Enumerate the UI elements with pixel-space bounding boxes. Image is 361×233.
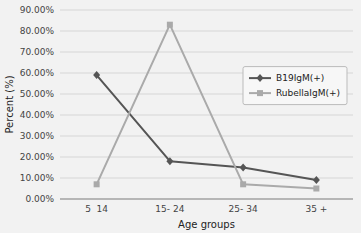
point-marker xyxy=(313,176,320,184)
legend-label: B19IgM(+) xyxy=(276,73,324,83)
chart-container: 0.00% 10.00% 20.00% 30.00% 40.00% 50.00% 60.00… xyxy=(0,0,361,233)
legend-marker xyxy=(257,74,264,82)
legend-box xyxy=(243,67,347,105)
y-tick-label: 30.00% xyxy=(20,131,55,141)
y-tick-label: 80.00% xyxy=(20,26,55,36)
point-marker xyxy=(240,164,247,172)
legend-label: RubellaIgM(+) xyxy=(276,88,340,98)
grid-line xyxy=(60,157,353,158)
point-marker xyxy=(93,71,100,79)
x-tick-label: 5 14 xyxy=(85,204,108,214)
point-marker xyxy=(167,22,173,28)
grid-line xyxy=(60,115,353,116)
y-tick-label: 90.00% xyxy=(20,5,55,15)
y-tick-label: 0.00% xyxy=(25,194,54,204)
point-marker xyxy=(166,157,173,165)
point-marker xyxy=(313,186,319,192)
grid xyxy=(60,10,353,199)
legend: B19IgM(+) RubellaIgM(+) xyxy=(243,67,347,105)
y-tick-label: 70.00% xyxy=(20,47,55,57)
y-tick-label: 20.00% xyxy=(20,152,55,162)
x-axis-label: Age groups xyxy=(178,219,235,230)
axes: 0.00% 10.00% 20.00% 30.00% 40.00% 50.00% 60.00… xyxy=(20,5,353,215)
y-tick-label: 40.00% xyxy=(20,110,55,120)
x-tick-label: 25- 34 xyxy=(229,204,258,214)
grid-line xyxy=(60,52,353,53)
grid-line xyxy=(60,199,353,200)
plot-area xyxy=(93,22,320,192)
legend-marker xyxy=(257,90,263,96)
x-tick-label: 15- 24 xyxy=(155,204,184,214)
y-tick-label: 60.00% xyxy=(20,68,55,78)
y-tick-label: 10.00% xyxy=(20,173,55,183)
y-axis-label: Percent (%) xyxy=(4,75,15,133)
series-line xyxy=(97,25,317,189)
grid-line xyxy=(60,10,353,11)
y-tick-label: 50.00% xyxy=(20,89,55,99)
point-marker xyxy=(94,181,100,187)
grid-line xyxy=(60,136,353,137)
grid-line xyxy=(60,31,353,32)
point-marker xyxy=(240,181,246,187)
chart: 0.00% 10.00% 20.00% 30.00% 40.00% 50.00% 60.00… xyxy=(0,0,361,233)
x-tick-label: 35 + xyxy=(305,204,327,214)
x-axis-line xyxy=(60,199,353,200)
